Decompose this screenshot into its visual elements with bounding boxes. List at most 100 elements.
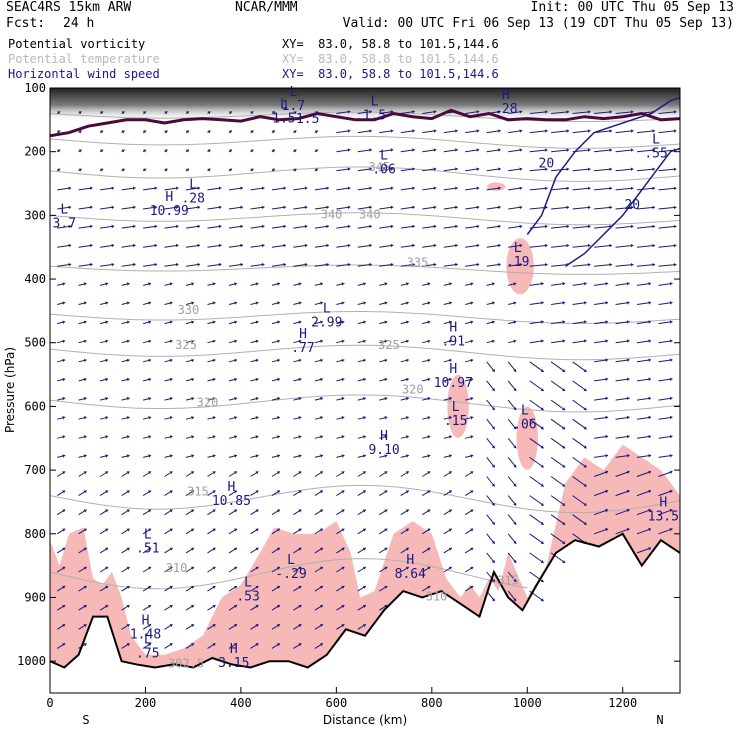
wind-vector: [443, 167, 458, 172]
wind-vector: [57, 186, 72, 191]
extremum-value: .28: [181, 191, 204, 206]
wind-vector: [57, 205, 72, 210]
wind-vector: [443, 320, 452, 325]
wind-vector: [228, 377, 238, 382]
wind-vector: [379, 129, 394, 134]
wind-vector: [271, 339, 281, 344]
wind-vector: [422, 416, 431, 420]
extremum-value: 3.7: [53, 217, 76, 232]
wind-vector: [56, 471, 66, 477]
wind-vector: [271, 282, 281, 286]
wind-vector: [529, 129, 548, 134]
wind-vector: [250, 377, 259, 382]
wind-vector: [572, 418, 587, 430]
wind-vector: [185, 111, 190, 115]
wind-vector: [357, 167, 372, 172]
wind-vector: [336, 320, 345, 325]
wind-vector: [679, 265, 680, 267]
wind-vector: [185, 205, 201, 210]
wind-vector: [250, 585, 259, 592]
wind-vector: [486, 224, 501, 229]
wind-vector: [486, 243, 501, 248]
wind-vector: [99, 282, 109, 286]
wind-vector: [250, 320, 259, 325]
wind-vector: [658, 527, 673, 535]
extremum-value: 1.48: [130, 628, 161, 643]
wind-vector: [142, 471, 152, 477]
extremum-value: .06: [513, 417, 536, 432]
extremum-value: .91: [442, 335, 465, 350]
wind-vector: [615, 205, 634, 210]
valid-time: Valid: 00 UTC Fri 06 Sep 13 (19 CDT Thu …: [342, 16, 734, 31]
wind-vector: [142, 435, 152, 439]
wind-vector: [293, 416, 302, 420]
extremum-high-marker: H: [142, 614, 150, 629]
wind-vector: [336, 566, 345, 573]
wind-vector: [422, 435, 431, 439]
wind-vector: [293, 490, 302, 497]
wind-vector: [658, 243, 677, 248]
wind-vector: [185, 454, 195, 458]
wind-vector: [164, 454, 173, 458]
wind-vector: [508, 301, 517, 305]
x-tick-label: 800: [421, 696, 443, 710]
wind-vector: [207, 130, 211, 134]
wind-vector: [357, 377, 366, 382]
wind-vector: [508, 129, 523, 134]
wind-vector: [336, 186, 351, 191]
wind-vector: [658, 224, 677, 229]
wind-vector: [207, 604, 216, 611]
wind-vector: [99, 585, 109, 592]
wind-vector: [551, 320, 566, 325]
wind-vector: [250, 186, 265, 191]
wind-vector: [57, 377, 66, 382]
wind-vector: [142, 454, 152, 458]
wind-vector: [422, 186, 437, 191]
wind-vector: [464, 566, 474, 573]
wind-vector: [400, 167, 415, 172]
extremum-value: .15: [444, 414, 467, 429]
wind-vector: [250, 490, 259, 497]
wind-vector: [100, 262, 115, 267]
wind-vector: [293, 168, 297, 172]
wind-vector: [679, 112, 680, 114]
wind-vector: [336, 262, 351, 267]
wind-vector: [56, 585, 66, 592]
wind-vector: [207, 490, 216, 497]
wind-vector: [314, 604, 324, 611]
x-tick-label: 600: [326, 696, 348, 710]
wind-vector: [636, 224, 656, 229]
wind-vector: [572, 110, 591, 114]
wind-vector: [99, 168, 104, 172]
wind-vector: [550, 361, 566, 373]
wind-vector: [314, 149, 319, 153]
wind-vector: [465, 454, 474, 458]
wind-vector: [56, 547, 66, 554]
extremum-high-marker: H: [449, 321, 457, 336]
extremum-value: .53: [236, 589, 259, 604]
wind-vector: [529, 476, 544, 487]
wind-vector: [228, 130, 233, 134]
wind-vector: [121, 301, 130, 305]
wind-vector: [464, 471, 474, 477]
wind-vector: [465, 262, 480, 267]
extremum-low-marker: L: [144, 528, 152, 543]
wind-vector: [228, 320, 238, 325]
wind-vector: [142, 604, 152, 611]
wind-vector: [293, 528, 302, 535]
wind-vector: [529, 418, 544, 430]
wind-vector: [142, 416, 152, 420]
wind-vector: [185, 130, 190, 134]
wind-vector: [100, 205, 115, 210]
wind-vector: [443, 435, 452, 439]
wind-vector: [293, 642, 302, 649]
wind-vector: [121, 396, 130, 401]
extremum-low-marker: L: [371, 95, 379, 110]
wind-vector: [250, 205, 265, 210]
wind-vector: [379, 585, 388, 592]
wind-vector: [422, 585, 431, 592]
wind-vector: [78, 396, 87, 401]
legend-wind-xy: XY= 83.0, 58.8 to 101.5,144.6: [282, 67, 499, 81]
theta-label: 325: [175, 338, 197, 352]
wind-vector: [228, 358, 238, 363]
